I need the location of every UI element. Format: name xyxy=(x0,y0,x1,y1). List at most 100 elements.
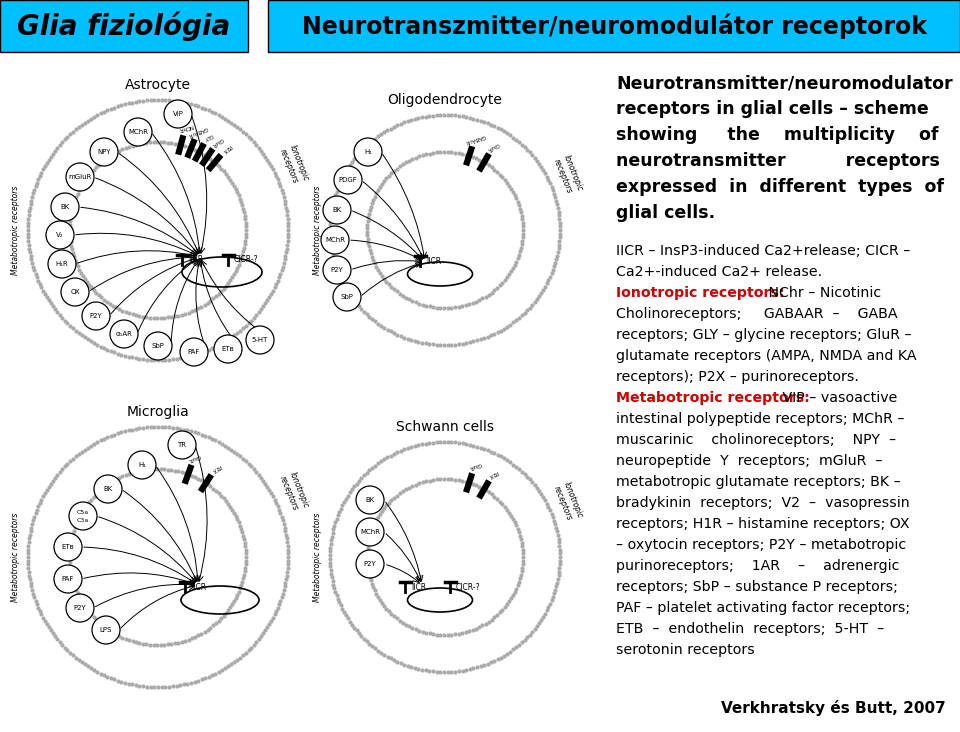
Text: P2Y: P2Y xyxy=(364,561,376,567)
Text: PAF – platelet activating factor receptors;: PAF – platelet activating factor recepto… xyxy=(616,601,910,615)
Text: IICR – InsP3-induced Ca2+release; CICR –: IICR – InsP3-induced Ca2+release; CICR – xyxy=(616,244,910,258)
Text: C5a: C5a xyxy=(77,510,89,515)
Text: VIP: VIP xyxy=(173,111,183,117)
Text: MChR: MChR xyxy=(325,237,345,243)
Text: TR: TR xyxy=(178,442,186,448)
Text: ETB  –  endothelin  receptors;  5-HT  –: ETB – endothelin receptors; 5-HT – xyxy=(616,622,884,636)
Circle shape xyxy=(356,518,384,546)
Text: α₁AR: α₁AR xyxy=(115,331,132,337)
Circle shape xyxy=(82,302,110,330)
Text: LPS: LPS xyxy=(100,627,112,633)
Text: ETʙ: ETʙ xyxy=(222,346,234,352)
Text: H₁: H₁ xyxy=(138,462,146,468)
Circle shape xyxy=(128,451,156,479)
Text: SbP: SbP xyxy=(152,343,164,349)
Text: H₁: H₁ xyxy=(364,149,372,155)
Text: receptors; GLY – glycine receptors; GluR –: receptors; GLY – glycine receptors; GluR… xyxy=(616,328,912,342)
Circle shape xyxy=(54,565,82,593)
Text: neurotransmitter          receptors: neurotransmitter receptors xyxy=(616,152,940,170)
Text: BK: BK xyxy=(60,204,70,210)
Circle shape xyxy=(69,502,97,530)
Text: NChR: NChR xyxy=(178,123,193,132)
Circle shape xyxy=(168,431,196,459)
Text: GluR: GluR xyxy=(486,141,500,152)
Text: GABA₂R: GABA₂R xyxy=(187,125,208,138)
Circle shape xyxy=(356,486,384,514)
Text: Ionotropic
receptors: Ionotropic receptors xyxy=(552,481,585,523)
Text: IICR: IICR xyxy=(188,255,204,264)
Text: Astrocyte: Astrocyte xyxy=(125,78,191,92)
Text: expressed  in  different  types  of: expressed in different types of xyxy=(616,178,944,196)
FancyBboxPatch shape xyxy=(0,0,248,52)
Circle shape xyxy=(61,278,89,306)
Text: V₂: V₂ xyxy=(57,232,63,238)
Text: Metabotropic receptors: Metabotropic receptors xyxy=(12,512,20,602)
Text: IICR: IICR xyxy=(411,583,426,591)
Text: Cholinoreceptors;     GABAAR  –    GABA: Cholinoreceptors; GABAAR – GABA xyxy=(616,307,898,321)
Circle shape xyxy=(66,594,94,622)
Text: bradykinin  receptors;  V2  –  vasopressin: bradykinin receptors; V2 – vasopressin xyxy=(616,496,910,510)
Text: GABA₂R: GABA₂R xyxy=(464,133,486,144)
Text: receptors; SbP – substance P receptors;: receptors; SbP – substance P receptors; xyxy=(616,580,898,594)
Text: GluR: GluR xyxy=(210,136,224,148)
Text: Metabotropic receptors: Metabotropic receptors xyxy=(314,185,323,274)
Circle shape xyxy=(323,196,351,224)
Text: Schwann cells: Schwann cells xyxy=(396,420,494,434)
Circle shape xyxy=(214,335,242,363)
Text: ETʙ: ETʙ xyxy=(61,544,74,550)
Text: GLY: GLY xyxy=(203,132,213,141)
Text: CICR-?: CICR-? xyxy=(234,255,258,264)
Text: P2Y: P2Y xyxy=(330,267,344,273)
Text: showing     the    multiplicity    of: showing the multiplicity of xyxy=(616,126,939,144)
Text: PDGF: PDGF xyxy=(339,177,357,183)
Text: Metabotropic receptors: Metabotropic receptors xyxy=(12,185,20,274)
Text: H₁R: H₁R xyxy=(56,261,68,267)
Text: NPY: NPY xyxy=(97,149,110,155)
Text: receptors in glial cells – scheme: receptors in glial cells – scheme xyxy=(616,100,928,118)
Circle shape xyxy=(333,283,361,311)
Circle shape xyxy=(51,193,79,221)
Text: IICR: IICR xyxy=(426,256,442,266)
Circle shape xyxy=(321,226,349,254)
Text: serotonin receptors: serotonin receptors xyxy=(616,643,755,657)
Circle shape xyxy=(144,332,172,360)
Text: SbP: SbP xyxy=(341,294,353,300)
Circle shape xyxy=(246,326,274,354)
Text: Oligodendrocyte: Oligodendrocyte xyxy=(388,93,502,107)
Circle shape xyxy=(54,533,82,561)
Circle shape xyxy=(94,475,122,503)
Circle shape xyxy=(90,138,118,166)
Circle shape xyxy=(110,320,138,348)
Text: BK: BK xyxy=(332,207,342,213)
Text: P2Y: P2Y xyxy=(74,605,86,611)
Text: muscarinic    cholinoreceptors;    NPY  –: muscarinic cholinoreceptors; NPY – xyxy=(616,433,896,447)
Text: P2X: P2X xyxy=(221,143,231,154)
Text: purinoreceptors;    1AR    –    adrenergic: purinoreceptors; 1AR – adrenergic xyxy=(616,559,900,573)
Text: Metabotropic receptors: Metabotropic receptors xyxy=(314,512,323,602)
Text: Metabotropic receptors:: Metabotropic receptors: xyxy=(616,391,810,405)
Text: intestinal polypeptide receptors; MChR –: intestinal polypeptide receptors; MChR – xyxy=(616,412,904,426)
Text: Ionotropic
receptors: Ionotropic receptors xyxy=(278,471,310,513)
Text: Neurotranszmitter/neuromodulátor receptorok: Neurotranszmitter/neuromodulátor recepto… xyxy=(301,13,926,39)
Text: GluR: GluR xyxy=(468,461,482,470)
Text: OX: OX xyxy=(70,289,80,295)
Text: metabotropic glutamate receptors; BK –: metabotropic glutamate receptors; BK – xyxy=(616,475,900,489)
Circle shape xyxy=(124,118,152,146)
Text: Ca2+-induced Ca2+ release.: Ca2+-induced Ca2+ release. xyxy=(616,265,822,279)
Circle shape xyxy=(92,616,120,644)
Text: glial cells.: glial cells. xyxy=(616,204,715,222)
Text: P2X: P2X xyxy=(488,469,499,479)
Text: PAF: PAF xyxy=(61,576,74,582)
Text: Ionotropic
receptors: Ionotropic receptors xyxy=(278,143,310,187)
Circle shape xyxy=(48,250,76,278)
FancyBboxPatch shape xyxy=(268,0,960,52)
Text: glutamate receptors (AMPA, NMDA and KA: glutamate receptors (AMPA, NMDA and KA xyxy=(616,349,917,363)
Circle shape xyxy=(46,221,74,249)
Text: PAF: PAF xyxy=(188,349,201,355)
Text: BK: BK xyxy=(104,486,112,492)
Text: Neurotransmitter/neuromodulator: Neurotransmitter/neuromodulator xyxy=(616,74,952,92)
Text: BK: BK xyxy=(366,497,374,503)
Text: receptors; H1R – histamine receptors; OX: receptors; H1R – histamine receptors; OX xyxy=(616,517,909,531)
Text: VIP – vasoactive: VIP – vasoactive xyxy=(778,391,898,405)
Text: 5-HT: 5-HT xyxy=(252,337,268,343)
